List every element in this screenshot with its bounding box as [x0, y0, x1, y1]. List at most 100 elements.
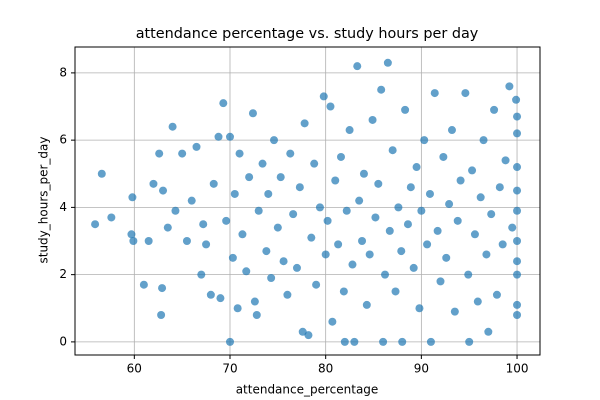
point: [505, 82, 514, 91]
point: [219, 99, 228, 108]
point: [513, 163, 522, 172]
point: [436, 277, 445, 286]
point: [248, 109, 257, 118]
point: [228, 253, 237, 262]
point: [128, 193, 137, 202]
point: [513, 300, 522, 309]
point: [513, 186, 522, 195]
point: [334, 240, 343, 249]
point: [388, 146, 397, 155]
point: [279, 257, 288, 266]
point: [127, 230, 136, 239]
point: [171, 206, 180, 215]
point: [304, 331, 313, 340]
chart-title: attendance percentage vs. study hours pe…: [136, 26, 479, 42]
point: [216, 294, 225, 303]
point: [197, 270, 206, 279]
x-axis-label: attendance_percentage: [236, 383, 379, 397]
point: [377, 85, 386, 94]
point: [270, 136, 279, 145]
x-tick-label: 60: [127, 362, 142, 376]
point: [468, 166, 477, 175]
point: [420, 136, 429, 145]
y-tick-label: 8: [59, 65, 67, 79]
point: [406, 183, 415, 192]
point: [355, 196, 364, 205]
point: [345, 126, 354, 135]
point: [163, 223, 172, 232]
point: [501, 156, 510, 165]
point: [326, 102, 335, 111]
point: [465, 337, 474, 346]
point: [214, 132, 223, 141]
point: [439, 152, 448, 161]
y-tick-label: 4: [59, 200, 67, 214]
point: [353, 62, 362, 71]
point: [340, 337, 349, 346]
point: [144, 237, 153, 246]
point: [397, 247, 406, 256]
point: [368, 115, 377, 124]
point: [155, 149, 164, 158]
point: [409, 263, 418, 272]
point: [336, 152, 345, 161]
point: [323, 216, 332, 225]
point: [412, 163, 421, 172]
point: [456, 176, 465, 185]
point: [242, 267, 251, 276]
point: [385, 226, 394, 235]
point: [508, 223, 517, 232]
point: [307, 233, 316, 242]
point: [487, 210, 496, 219]
point: [371, 213, 380, 222]
point: [513, 129, 522, 138]
point: [513, 237, 522, 246]
point: [379, 337, 388, 346]
point: [495, 183, 504, 192]
point: [350, 337, 359, 346]
point: [245, 173, 254, 182]
point: [273, 223, 282, 232]
point: [391, 287, 400, 296]
x-tick-label: 90: [414, 362, 429, 376]
point: [339, 287, 348, 296]
point: [206, 290, 215, 299]
point: [187, 196, 196, 205]
point: [202, 240, 211, 249]
point: [476, 193, 485, 202]
point: [168, 122, 177, 131]
point: [383, 58, 392, 67]
point: [315, 203, 324, 212]
point: [498, 240, 507, 249]
point: [149, 179, 158, 188]
point: [442, 253, 451, 262]
point: [447, 126, 456, 135]
point: [159, 186, 168, 195]
x-tick-label: 100: [506, 362, 529, 376]
point: [423, 240, 432, 249]
point: [276, 173, 285, 182]
point: [415, 304, 424, 313]
point: [401, 105, 410, 114]
point: [362, 300, 371, 309]
point: [295, 183, 304, 192]
point: [450, 307, 459, 316]
point: [222, 216, 231, 225]
point: [252, 310, 261, 319]
point: [512, 95, 521, 104]
point: [470, 230, 479, 239]
point: [513, 310, 522, 319]
point: [464, 270, 473, 279]
point: [359, 169, 368, 178]
point: [319, 92, 328, 101]
point: [182, 237, 191, 246]
point: [209, 179, 218, 188]
point: [267, 274, 276, 282]
point: [479, 136, 488, 145]
point: [482, 250, 491, 259]
y-tick-label: 2: [59, 267, 67, 281]
point: [283, 290, 292, 299]
point: [513, 257, 522, 266]
